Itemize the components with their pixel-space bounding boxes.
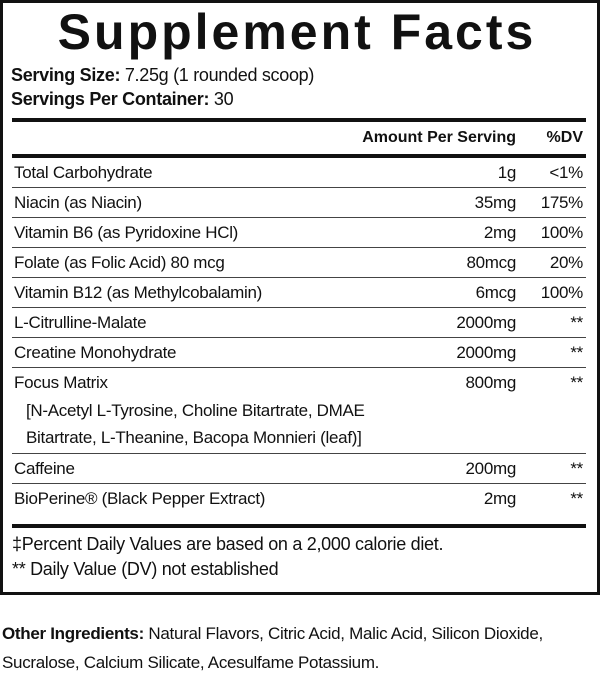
other-ingredients: Other Ingredients: Natural Flavors, Citr… — [2, 619, 600, 677]
nutrient-amount: 35mg — [474, 193, 517, 212]
nutrient-dv: ** — [570, 313, 583, 332]
table-row: L-Citrulline-Malate 2000mg ** — [12, 308, 586, 338]
table-row: Focus Matrix 800mg ** [N-Acetyl L-Tyrosine,… — [12, 368, 586, 454]
nutrient-name: Niacin (as Niacin) — [14, 193, 142, 212]
blend-line: Bitartrate, L-Theanine, Bacopa Monnieri … — [26, 428, 362, 447]
serving-size-label: Serving Size: — [11, 65, 121, 85]
table-row: Creatine Monohydrate 2000mg ** — [12, 338, 586, 368]
nutrient-amount: 6mcg — [475, 283, 517, 302]
footnote: ** Daily Value (DV) not established — [12, 559, 279, 579]
footnotes: ‡Percent Daily Values are based on a 2,0… — [12, 532, 443, 582]
nutrient-amount: 200mg — [465, 459, 517, 478]
nutrient-dv: ** — [570, 489, 583, 508]
serving-size-value: 7.25g (1 rounded scoop) — [124, 65, 315, 85]
nutrient-dv: ** — [570, 373, 583, 392]
servings-label: Servings Per Container: — [11, 89, 210, 109]
nutrient-dv: <1% — [549, 163, 583, 182]
nutrient-dv: 175% — [540, 193, 584, 212]
nutrient-amount: 800mg — [465, 373, 517, 392]
servings-per-container: Servings Per Container: 30 — [11, 88, 234, 110]
table-row: Vitamin B12 (as Methylcobalamin) 6mcg 100% — [12, 278, 586, 308]
nutrient-name: L-Citrulline-Malate — [14, 313, 147, 332]
divider — [12, 154, 586, 158]
nutrient-name: Total Carbohydrate — [14, 163, 153, 182]
amount-header: Amount Per Serving — [362, 129, 516, 146]
nutrient-dv: ** — [570, 343, 583, 362]
table-row: BioPerine® (Black Pepper Extract) 2mg ** — [12, 484, 586, 513]
nutrient-dv: 20% — [549, 253, 583, 272]
nutrient-dv: 100% — [540, 283, 584, 302]
nutrient-amount: 80mcg — [466, 253, 516, 272]
nutrient-name: Caffeine — [14, 459, 75, 478]
dv-header: %DV — [546, 129, 583, 146]
nutrient-amount: 1g — [497, 163, 517, 182]
other-ingredients-value: Natural Flavors, Citric Acid, Malic Acid… — [2, 624, 543, 672]
panel-title: Supplement Facts — [57, 4, 537, 60]
nutrient-name: Vitamin B12 (as Methylcobalamin) — [14, 283, 263, 302]
nutrient-name: Focus Matrix — [14, 373, 108, 392]
other-ingredients-label: Other Ingredients: — [2, 624, 144, 643]
footnote: ‡Percent Daily Values are based on a 2,0… — [12, 534, 444, 554]
table-row: Caffeine 200mg ** — [12, 454, 586, 484]
nutrient-dv: ** — [570, 459, 583, 478]
nutrient-amount: 2mg — [483, 489, 516, 508]
nutrient-name: Folate (as Folic Acid) 80 mcg — [14, 253, 225, 272]
nutrient-name: Creatine Monohydrate — [14, 343, 177, 362]
column-header: Amount Per Serving %DV — [12, 126, 586, 154]
nutrient-table: Total Carbohydrate 1g <1% Niacin (as Niaci… — [12, 158, 586, 513]
nutrient-name: BioPerine® (Black Pepper Extract) — [14, 489, 266, 508]
nutrient-amount: 2000mg — [456, 313, 516, 332]
nutrient-dv: 100% — [540, 223, 584, 242]
nutrient-amount: 2000mg — [456, 343, 516, 362]
divider — [12, 118, 586, 122]
table-row: Folate (as Folic Acid) 80 mcg 80mcg 20% — [12, 248, 586, 278]
serving-size: Serving Size: 7.25g (1 rounded scoop) — [11, 64, 314, 86]
nutrient-amount: 2mg — [483, 223, 516, 242]
nutrient-name: Vitamin B6 (as Pyridoxine HCl) — [14, 223, 239, 242]
blend-line: [N-Acetyl L-Tyrosine, Choline Bitartrate… — [26, 401, 365, 420]
table-row: Total Carbohydrate 1g <1% — [12, 158, 586, 188]
supplement-facts-panel — [0, 0, 600, 595]
blend-ingredients: [N-Acetyl L-Tyrosine, Choline Bitartrate… — [12, 397, 586, 453]
servings-value: 30 — [213, 89, 234, 109]
divider — [12, 524, 586, 528]
table-row: Vitamin B6 (as Pyridoxine HCl) 2mg 100% — [12, 218, 586, 248]
table-row: Niacin (as Niacin) 35mg 175% — [12, 188, 586, 218]
